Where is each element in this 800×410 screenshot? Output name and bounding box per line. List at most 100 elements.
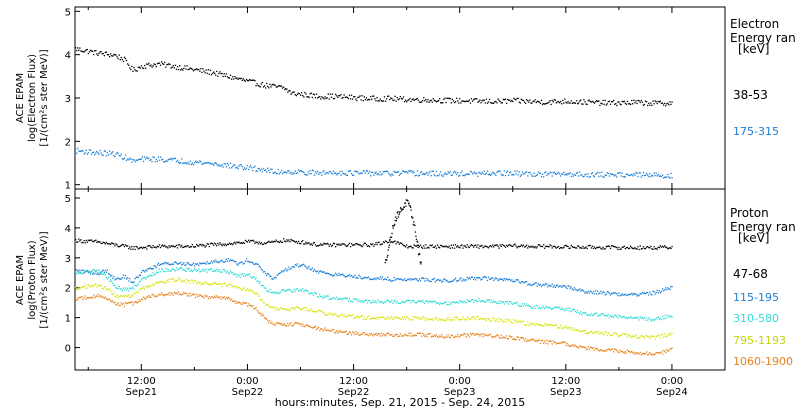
proton-series-2-point xyxy=(356,276,358,279)
proton-series-5-point xyxy=(186,295,188,297)
proton-series-0-point xyxy=(444,246,446,248)
proton-series-5-point xyxy=(156,295,158,297)
proton-series-0-point xyxy=(131,246,133,248)
proton-series-4-point xyxy=(428,318,430,320)
proton-series-2-point xyxy=(154,265,156,267)
proton-series-4-point xyxy=(312,311,314,313)
proton-series-2-point xyxy=(353,276,355,278)
proton-series-4-point xyxy=(579,330,581,332)
proton-series-3-point xyxy=(188,267,190,269)
proton-series-3-point xyxy=(272,291,274,293)
proton-series-5-point xyxy=(612,348,614,350)
electron-series-1-point xyxy=(548,173,550,175)
proton-series-4-point xyxy=(244,290,247,292)
proton-series-4-point xyxy=(288,309,290,312)
proton-series-2-point xyxy=(425,277,427,280)
x-tick-sublabel-1: Sep22 xyxy=(232,387,264,398)
proton-series-5-point xyxy=(476,333,478,335)
proton-series-4-point xyxy=(274,308,276,311)
proton-series-3-point xyxy=(596,312,598,314)
proton-series-5-point xyxy=(560,342,562,344)
proton-series-5-point xyxy=(128,301,130,304)
proton-series-5-point xyxy=(310,326,312,329)
proton-series-0-point xyxy=(147,245,149,247)
proton-series-0-point xyxy=(155,247,157,249)
proton-series-4-point xyxy=(237,286,239,289)
proton-series-5-point xyxy=(83,297,85,299)
proton-series-0-point xyxy=(481,244,483,247)
electron-series-1-point xyxy=(349,170,352,172)
proton-series-1-point xyxy=(387,254,389,257)
electron-series-0-point xyxy=(643,103,646,106)
proton-series-0-point xyxy=(139,247,141,249)
electron-series-0-point xyxy=(364,99,366,101)
electron-series-1-point xyxy=(491,173,493,175)
electron-series-1-point xyxy=(202,163,204,165)
proton-series-4-point xyxy=(401,316,404,318)
proton-series-2-point xyxy=(603,291,605,293)
proton-series-2-point xyxy=(270,275,272,277)
proton-series-4-point xyxy=(618,335,620,338)
proton-series-4-point xyxy=(398,317,400,319)
proton-series-4-point xyxy=(120,295,122,298)
proton-series-0-point xyxy=(574,247,577,249)
proton-series-5-point xyxy=(580,345,582,347)
proton-series-0-point xyxy=(250,239,252,242)
proton-series-0-point xyxy=(344,244,346,246)
proton-series-2-point xyxy=(622,294,624,296)
proton-series-4-point xyxy=(394,316,396,319)
proton-series-4-point xyxy=(571,329,573,331)
electron-series-0-point xyxy=(315,93,318,95)
proton-series-0-point xyxy=(398,243,400,245)
electron-series-0-point xyxy=(492,102,494,104)
proton-series-2-point xyxy=(358,274,360,276)
electron-series-0-point xyxy=(104,51,106,54)
electron-series-1-point xyxy=(171,159,173,161)
proton-series-1-point xyxy=(413,221,415,223)
proton-series-3-point xyxy=(534,307,536,309)
electron-series-1-point xyxy=(240,164,242,166)
proton-series-2-point xyxy=(552,286,554,288)
proton-series-0-point xyxy=(496,244,498,246)
proton-series-5-point xyxy=(237,302,239,304)
proton-series-5-point xyxy=(360,333,362,335)
electron-series-0-point xyxy=(175,68,178,70)
proton-series-5-point xyxy=(660,351,663,353)
proton-series-1-point xyxy=(403,206,405,208)
proton-series-2-point xyxy=(258,265,260,267)
proton-series-5-point xyxy=(523,339,526,342)
proton-series-4-point xyxy=(251,289,253,291)
proton-series-0-point xyxy=(515,245,517,247)
proton-series-2-point xyxy=(312,270,314,272)
electron-series-1-point xyxy=(520,174,522,176)
electron-series-1-point xyxy=(328,171,330,173)
proton-series-4-point xyxy=(610,334,613,336)
electron-series-0-point xyxy=(154,64,156,66)
proton-series-5-point xyxy=(82,298,84,301)
proton-series-4-point xyxy=(376,316,378,318)
proton-series-0-point xyxy=(598,246,600,248)
proton-series-5-point xyxy=(437,336,440,339)
proton-series-2-point xyxy=(285,267,287,270)
electron-series-1-point xyxy=(317,170,319,172)
electron-series-0-point xyxy=(310,92,312,94)
proton-series-5-point xyxy=(132,304,134,306)
proton-series-5-point xyxy=(570,345,572,347)
electron-series-1-point xyxy=(387,170,389,173)
proton-series-3-point xyxy=(128,290,130,292)
proton-series-3-point xyxy=(592,314,595,316)
proton-series-3-point xyxy=(668,316,670,318)
electron-series-1-point xyxy=(257,167,259,170)
proton-series-5-point xyxy=(238,301,240,303)
electron-series-1-point xyxy=(169,158,171,160)
proton-series-4-point xyxy=(106,289,109,291)
electron-series-1-point xyxy=(192,164,195,166)
proton-series-4-point xyxy=(304,306,306,308)
electron-series-0-point xyxy=(347,97,349,100)
proton-series-2-point xyxy=(181,264,183,266)
proton-series-4-point xyxy=(600,332,602,334)
proton-series-0-point xyxy=(500,245,502,248)
proton-series-4-point xyxy=(380,316,382,319)
proton-series-4-point xyxy=(469,318,472,321)
proton-series-5-point xyxy=(409,335,411,337)
